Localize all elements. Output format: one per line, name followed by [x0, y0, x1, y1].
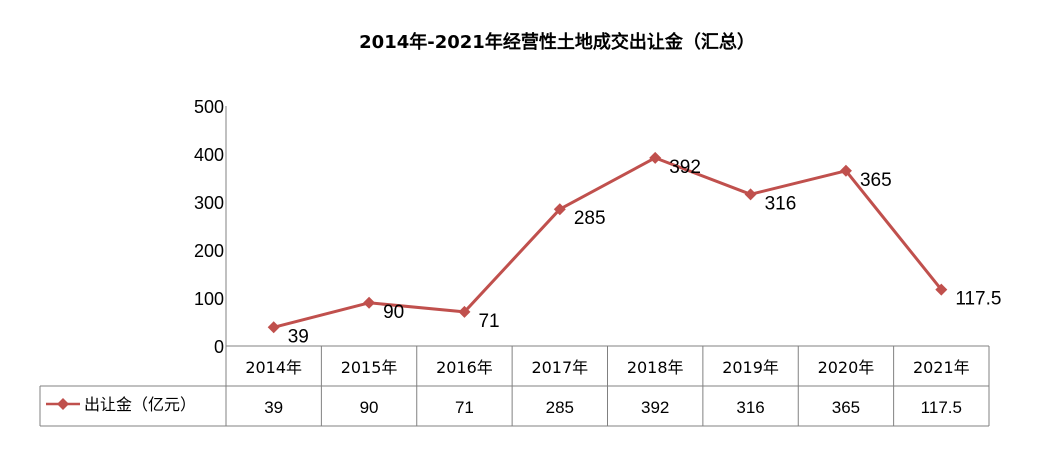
data-label: 392	[669, 157, 701, 178]
x-category-label: 2014年	[245, 358, 302, 377]
y-tick-label: 300	[194, 193, 224, 213]
y-tick-label: 500	[194, 97, 224, 117]
data-table: 2014年 39 2015年 90 2016年 71 2017年 285 2018年 392 201…	[39, 345, 990, 427]
data-point-marker	[649, 151, 662, 164]
data-point-marker	[553, 203, 566, 216]
chart-title: 2014年-2021年经营性土地成交出让金（汇总）	[359, 31, 755, 53]
data-label: 90	[383, 302, 404, 323]
table-value-cell: 117.5	[921, 398, 962, 417]
series-line-group: 39 90 71 285 392 316 365 117.5	[267, 151, 1001, 347]
data-label: 39	[288, 326, 309, 347]
data-point-marker	[935, 283, 948, 296]
table-value-cell: 392	[641, 398, 669, 417]
chart-axes: 0 100 200 300 400 500	[194, 97, 227, 357]
x-category-label: 2021年	[913, 358, 970, 377]
x-category-label: 2017年	[531, 358, 588, 377]
data-point-marker	[744, 188, 757, 201]
data-label: 316	[765, 193, 797, 214]
data-label: 117.5	[955, 289, 1001, 310]
data-label: 365	[860, 170, 892, 191]
data-label: 285	[574, 208, 606, 229]
x-category-label: 2018年	[627, 358, 684, 377]
x-category-label: 2020年	[818, 358, 875, 377]
data-label: 71	[478, 311, 499, 332]
y-tick-label: 200	[194, 241, 224, 261]
data-point-marker	[363, 296, 376, 309]
y-tick-label: 400	[194, 145, 224, 165]
series-line	[273, 156, 943, 329]
data-point-marker	[839, 164, 852, 177]
x-category-label: 2015年	[341, 358, 398, 377]
table-value-cell: 285	[546, 398, 574, 417]
table-value-cell: 316	[736, 398, 764, 417]
y-tick-label: 100	[194, 289, 224, 309]
legend-diamond-icon	[57, 398, 69, 410]
data-point-marker	[458, 305, 471, 318]
table-value-cell: 39	[264, 398, 283, 417]
table-value-cell: 71	[455, 398, 474, 417]
data-point-marker	[267, 321, 280, 334]
table-value-cell: 365	[832, 398, 860, 417]
x-category-label: 2019年	[722, 358, 779, 377]
table-value-cell: 90	[360, 398, 379, 417]
x-category-label: 2016年	[436, 358, 493, 377]
y-tick-label: 0	[214, 337, 224, 357]
legend-series-name: 出让金（亿元）	[84, 395, 196, 414]
